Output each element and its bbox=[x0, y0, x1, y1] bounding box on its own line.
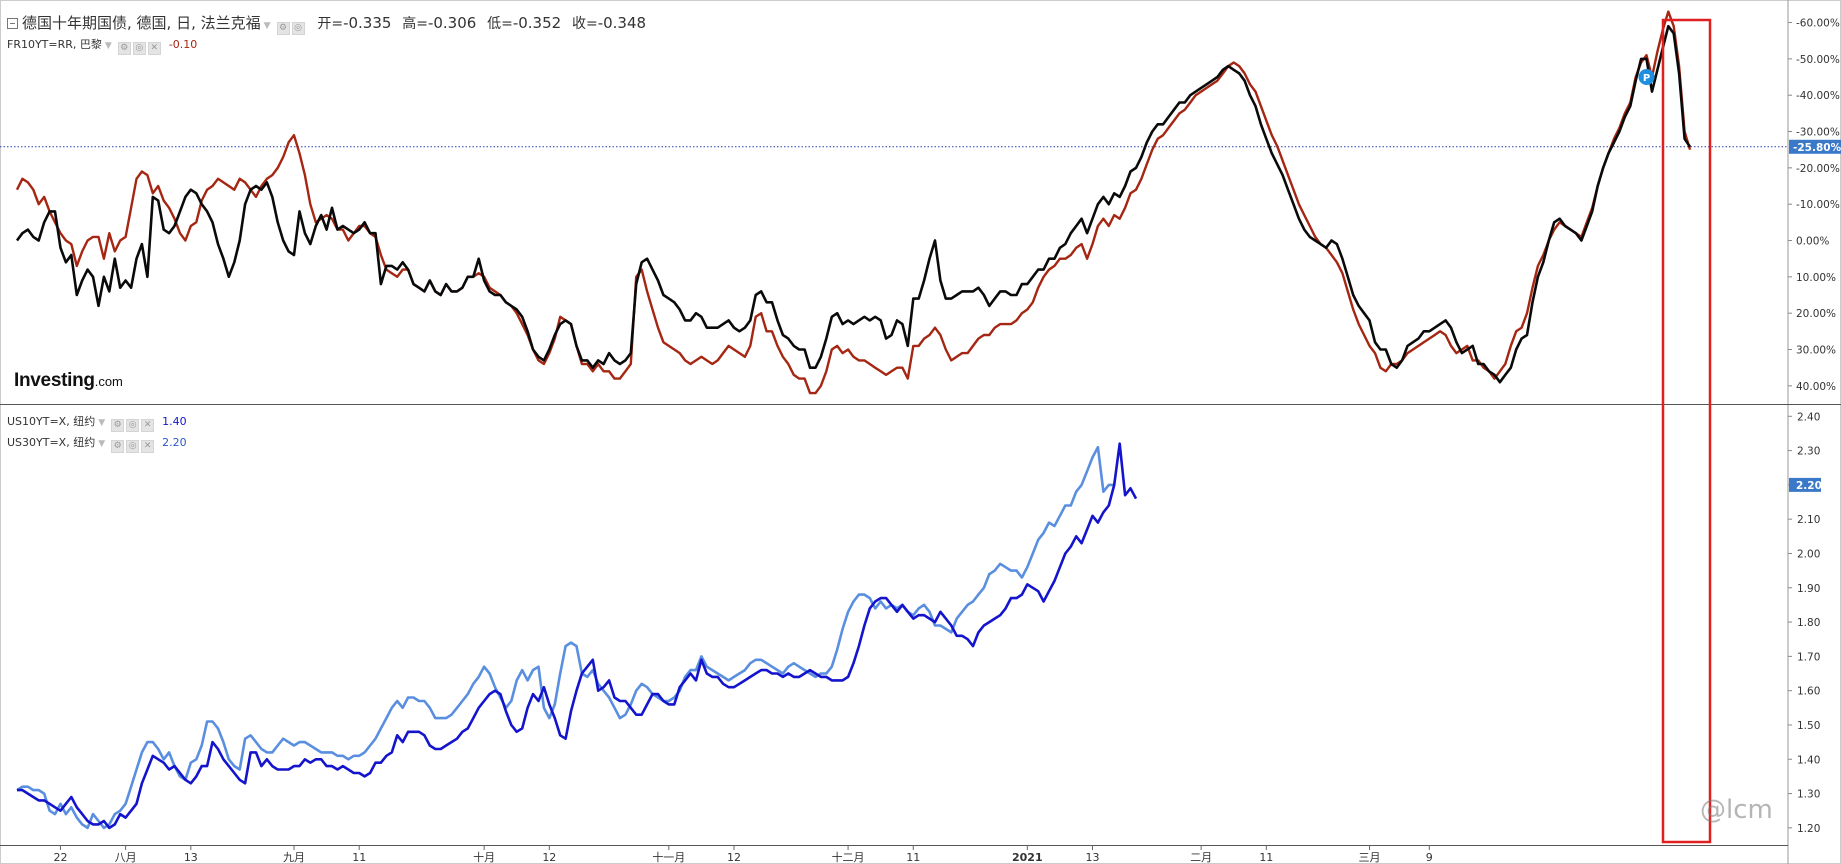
event-marker-label: P bbox=[1643, 73, 1650, 84]
high-label: 高= bbox=[402, 16, 428, 32]
logo-suffix: .com bbox=[94, 374, 123, 389]
y-tick-label: 2.40 bbox=[1797, 411, 1820, 423]
low-label: 低= bbox=[487, 16, 513, 32]
chevron-down-icon[interactable]: ▼ bbox=[263, 21, 271, 31]
series-line-us30 bbox=[16, 445, 1115, 830]
x-tick-label: 13 bbox=[184, 851, 198, 864]
series-line-germany bbox=[15, 24, 1692, 384]
last-price-label-top: -25.80% bbox=[1793, 142, 1841, 154]
x-tick-label: 12 bbox=[542, 851, 556, 864]
y-tick-label: 1.20 bbox=[1797, 823, 1820, 835]
y-tick-label: -40.00% bbox=[1796, 90, 1840, 102]
y-tick-label: 1.50 bbox=[1797, 720, 1820, 732]
y-tick-label: 1.30 bbox=[1797, 789, 1820, 801]
visibility-icon[interactable]: ◎ bbox=[132, 42, 146, 55]
us10-legend: US10YT=X, 纽约 ▼ ⚙ ◎ ✕ 1.40 bbox=[7, 413, 187, 432]
y-tick-label: 2.00 bbox=[1797, 548, 1820, 560]
y-tick-label: -30.00% bbox=[1796, 127, 1840, 139]
y-tick-label: 20.00% bbox=[1796, 308, 1836, 320]
close-icon[interactable]: ✕ bbox=[141, 419, 155, 432]
highlight-box bbox=[1661, 18, 1712, 844]
open-value: -0.335 bbox=[343, 14, 392, 32]
visibility-icon[interactable]: ◎ bbox=[291, 22, 305, 35]
y-tick-label: 1.80 bbox=[1797, 617, 1820, 629]
us10-series-value: 1.40 bbox=[162, 415, 187, 428]
visibility-icon[interactable]: ◎ bbox=[126, 440, 140, 453]
x-tick-label: 十月 bbox=[473, 850, 495, 864]
visibility-icon[interactable]: ◎ bbox=[126, 419, 140, 432]
open-label: 开= bbox=[317, 16, 344, 32]
x-tick-label: 9 bbox=[1426, 851, 1433, 864]
series-line-us10 bbox=[17, 442, 1138, 830]
x-tick-label: 十一月 bbox=[652, 850, 685, 864]
y-tick-label: 1.70 bbox=[1797, 651, 1820, 663]
chevron-down-icon[interactable]: ▼ bbox=[98, 439, 106, 449]
low-value: -0.352 bbox=[512, 14, 562, 32]
germany-series-title: 德国十年期国债, 德国, 日, 法兰克福 bbox=[22, 14, 261, 32]
us30-legend: US30YT=X, 纽约 ▼ ⚙ ◎ ✕ 2.20 bbox=[7, 434, 187, 453]
series-line-france bbox=[15, 10, 1692, 395]
y-tick-label: 2.30 bbox=[1797, 446, 1820, 458]
event-marker-icon bbox=[1638, 69, 1655, 86]
y-tick-label: 2.10 bbox=[1797, 514, 1820, 526]
x-tick-label: 二月 bbox=[1190, 851, 1212, 864]
y-tick-label: -60.00% bbox=[1796, 18, 1840, 30]
high-value: -0.306 bbox=[427, 14, 477, 32]
y-tick-label: 0.00% bbox=[1796, 236, 1829, 248]
x-tick-label: 12 bbox=[727, 851, 741, 864]
x-tick-label: 三月 bbox=[1359, 851, 1381, 864]
france-series-value: -0.10 bbox=[168, 38, 198, 51]
last-price-tag-top bbox=[1789, 139, 1841, 154]
chevron-down-icon[interactable]: ▼ bbox=[104, 41, 112, 51]
last-price-label-bottom: 2.20 bbox=[1796, 480, 1822, 492]
france-legend: FR10YT=RR, 巴黎 ▼ ⚙ ◎ ✕ -0.10 bbox=[7, 36, 197, 55]
x-tick-label: 13 bbox=[1086, 851, 1100, 864]
investing-logo: Investing.com bbox=[14, 370, 123, 392]
logo-main: Investing bbox=[14, 370, 95, 391]
x-tick-label: 11 bbox=[1259, 851, 1273, 864]
x-tick-label: 22 bbox=[53, 851, 67, 864]
y-tick-label: 10.00% bbox=[1796, 272, 1836, 284]
y-tick-label: -20.00% bbox=[1796, 163, 1840, 175]
top-legend: 德国十年期国债, 德国, 日, 法兰克福 ▼ ⚙ ◎ 开=-0.335 高=-0.30… bbox=[7, 12, 646, 35]
close-icon[interactable]: ✕ bbox=[147, 42, 161, 55]
y-tick-label: -50.00% bbox=[1796, 54, 1840, 66]
collapse-icon[interactable] bbox=[7, 18, 18, 29]
close-label: 收= bbox=[571, 16, 598, 32]
us10-series-name: US10YT=X, 纽约 bbox=[7, 415, 96, 428]
x-tick-label: 十二月 bbox=[832, 850, 865, 864]
settings-icon[interactable]: ⚙ bbox=[111, 419, 125, 432]
france-series-name: FR10YT=RR, 巴黎 bbox=[7, 38, 102, 51]
y-tick-label: 30.00% bbox=[1796, 345, 1836, 357]
y-tick-label: 1.40 bbox=[1797, 754, 1820, 766]
x-tick-label: 八月 bbox=[115, 851, 137, 864]
x-tick-label: 2021 bbox=[1012, 851, 1043, 864]
y-tick-label: 1.90 bbox=[1797, 583, 1820, 595]
close-value: -0.348 bbox=[597, 14, 647, 32]
last-price-tag-bottom bbox=[1789, 477, 1821, 492]
settings-icon[interactable]: ⚙ bbox=[111, 440, 125, 453]
close-icon[interactable]: ✕ bbox=[141, 440, 155, 453]
chevron-down-icon[interactable]: ▼ bbox=[98, 418, 106, 428]
watermark: @lcm bbox=[1700, 795, 1773, 825]
y-tick-label: -10.00% bbox=[1796, 199, 1840, 211]
us30-series-value: 2.20 bbox=[162, 436, 187, 449]
y-tick-label: 40.00% bbox=[1796, 381, 1836, 393]
y-tick-label: 1.60 bbox=[1797, 686, 1820, 698]
settings-icon[interactable]: ⚙ bbox=[276, 22, 290, 35]
x-tick-label: 11 bbox=[906, 851, 920, 864]
x-tick-label: 九月 bbox=[283, 851, 305, 864]
settings-icon[interactable]: ⚙ bbox=[117, 42, 131, 55]
us30-series-name: US30YT=X, 纽约 bbox=[7, 436, 96, 449]
x-tick-label: 11 bbox=[352, 851, 366, 864]
